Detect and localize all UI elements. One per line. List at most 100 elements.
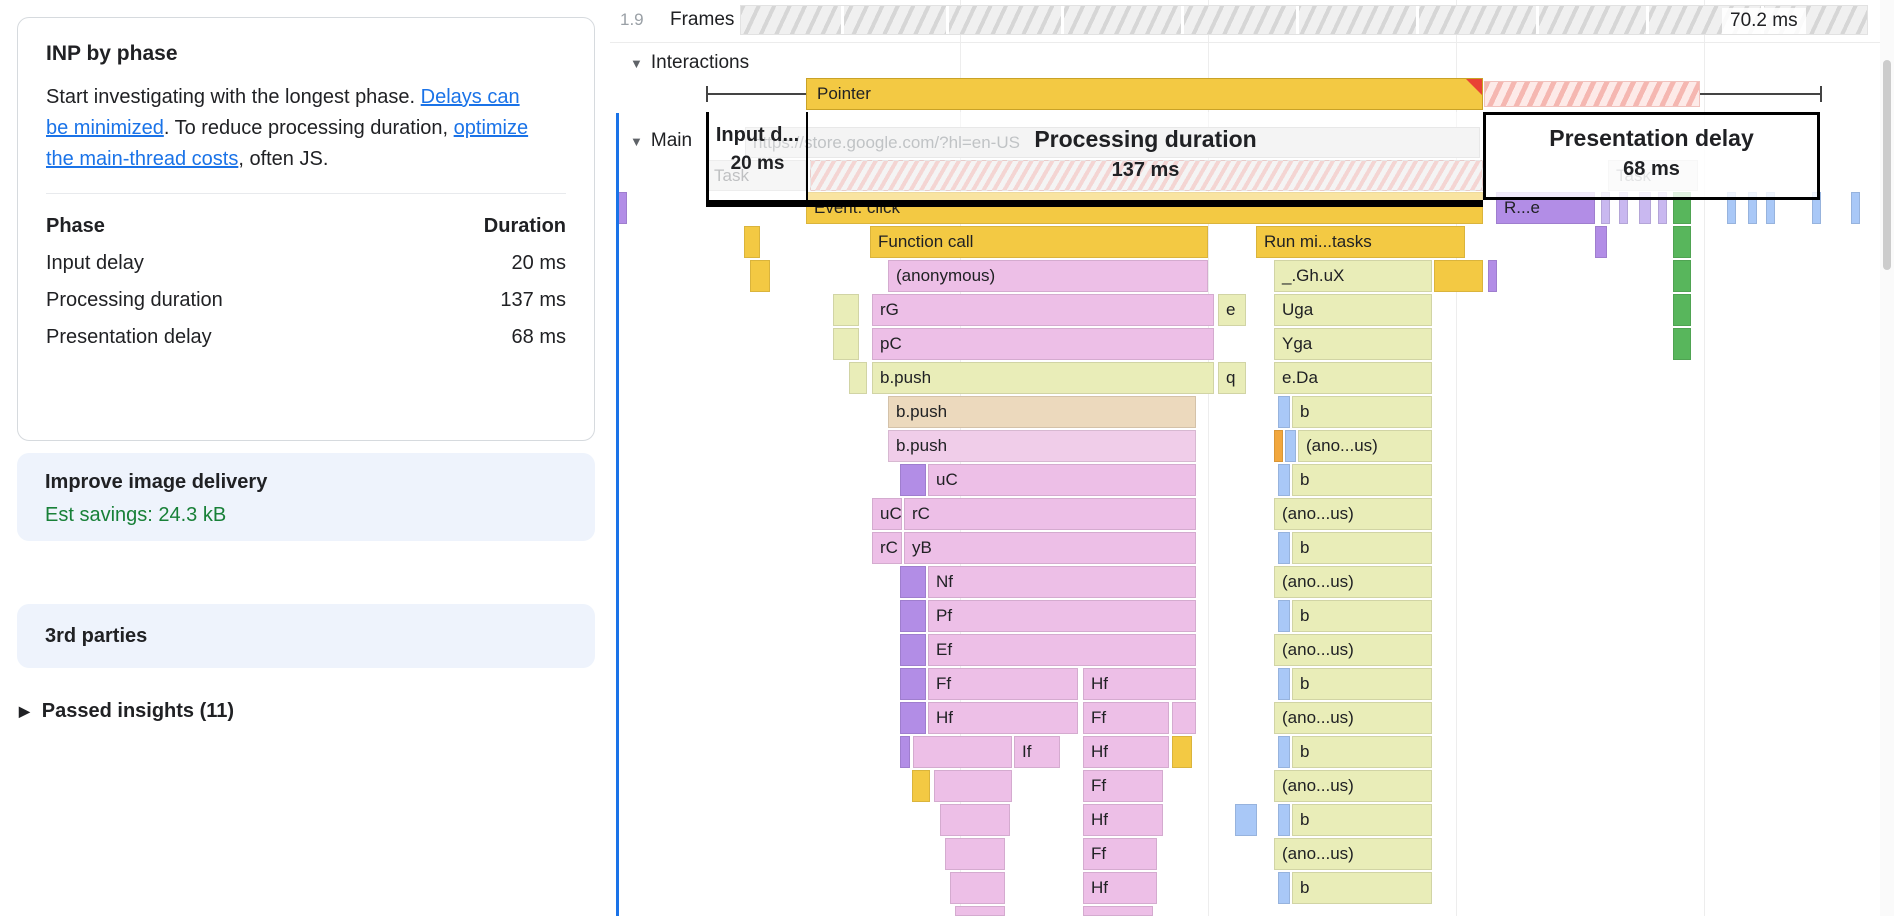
flame-segment[interactable]: (ano...us): [1298, 430, 1432, 462]
flame-segment[interactable]: [913, 736, 1012, 768]
flame-segment[interactable]: b: [1292, 668, 1432, 700]
flame-segment[interactable]: [912, 770, 930, 802]
flame-segment[interactable]: Function call: [870, 226, 1208, 258]
flame-segment[interactable]: Hf: [1083, 736, 1169, 768]
flame-segment[interactable]: rC: [904, 498, 1196, 530]
flame-segment[interactable]: [950, 872, 1005, 904]
main-track-header[interactable]: ▼ Main: [630, 130, 692, 152]
third-parties-card[interactable]: 3rd parties: [17, 604, 595, 668]
flame-segment[interactable]: Ff: [1083, 838, 1157, 870]
flame-segment[interactable]: [750, 260, 770, 292]
flame-segment[interactable]: b: [1292, 872, 1432, 904]
flame-segment[interactable]: [900, 668, 926, 700]
flame-segment[interactable]: [1278, 532, 1290, 564]
flame-segment[interactable]: Hf: [1083, 804, 1163, 836]
flame-segment[interactable]: Ff: [1083, 770, 1163, 802]
flame-segment[interactable]: [1278, 736, 1290, 768]
inline-link[interactable]: Delays can be minimized: [46, 86, 520, 139]
flame-segment[interactable]: Ff: [928, 668, 1078, 700]
interaction-pointer-bar[interactable]: Pointer: [806, 78, 1483, 110]
flame-segment[interactable]: Hf: [1083, 668, 1196, 700]
flame-segment[interactable]: [945, 838, 1005, 870]
flame-segment[interactable]: [849, 362, 867, 394]
flame-segment[interactable]: Ff: [1083, 702, 1169, 734]
flame-segment[interactable]: [1278, 668, 1290, 700]
flame-segment[interactable]: [900, 702, 926, 734]
flame-segment[interactable]: Uga: [1274, 294, 1432, 326]
flame-segment[interactable]: e: [1218, 294, 1246, 326]
flame-segment[interactable]: (ano...us): [1274, 566, 1432, 598]
flame-segment[interactable]: [833, 328, 859, 360]
passed-insights-toggle[interactable]: ▶ Passed insights (11): [19, 700, 234, 723]
flame-segment[interactable]: [1434, 260, 1483, 292]
flame-segment[interactable]: [1172, 702, 1196, 734]
flame-segment[interactable]: Hf: [1083, 872, 1157, 904]
flame-segment[interactable]: [900, 566, 926, 598]
flame-segment[interactable]: (ano...us): [1274, 770, 1432, 802]
flame-segment[interactable]: [1278, 804, 1290, 836]
flame-segment[interactable]: Pf: [928, 600, 1196, 632]
flame-segment[interactable]: (ano...us): [1274, 838, 1432, 870]
flame-segment[interactable]: [1278, 872, 1290, 904]
flame-segment[interactable]: (ano...us): [1274, 634, 1432, 666]
flame-segment[interactable]: [900, 600, 926, 632]
flame-segment[interactable]: [1595, 226, 1607, 258]
flame-segment[interactable]: uC: [928, 464, 1196, 496]
improve-image-delivery-card[interactable]: Improve image delivery Est savings: 24.3…: [17, 453, 595, 541]
flame-segment[interactable]: [1235, 804, 1257, 836]
flame-segment[interactable]: [1285, 430, 1296, 462]
flame-segment[interactable]: Ef: [928, 634, 1196, 666]
flame-segment[interactable]: If: [1014, 736, 1060, 768]
flame-segment[interactable]: (ano...us): [1274, 702, 1432, 734]
flame-segment[interactable]: rG: [872, 294, 1214, 326]
flame-segment[interactable]: b: [1292, 396, 1432, 428]
flame-segment[interactable]: Nf: [928, 566, 1196, 598]
inline-link[interactable]: optimize the main-thread costs: [46, 117, 529, 170]
flame-segment[interactable]: Yga: [1274, 328, 1432, 360]
flame-segment[interactable]: b: [1292, 532, 1432, 564]
flame-segment[interactable]: [900, 634, 926, 666]
flame-segment[interactable]: [744, 226, 760, 258]
flame-segment[interactable]: b: [1292, 804, 1432, 836]
flame-segment[interactable]: uC: [872, 498, 902, 530]
flame-segment[interactable]: [955, 906, 1005, 916]
insight-card-title[interactable]: 3rd parties: [45, 624, 148, 647]
flame-segment[interactable]: [833, 294, 859, 326]
flame-segment[interactable]: [900, 736, 910, 768]
flame-segment[interactable]: rC: [872, 532, 902, 564]
flame-segment[interactable]: [940, 804, 1010, 836]
flame-segment[interactable]: _.Gh.uX: [1274, 260, 1432, 292]
flame-segment[interactable]: (ano...us): [1274, 498, 1432, 530]
flame-segment[interactable]: q: [1218, 362, 1246, 394]
insight-card-title[interactable]: Improve image delivery: [45, 471, 268, 493]
flame-segment[interactable]: [1278, 464, 1290, 496]
flame-segment[interactable]: [1172, 736, 1192, 768]
flame-segment[interactable]: [1851, 192, 1860, 224]
flame-segment[interactable]: [1673, 260, 1691, 292]
flame-segment[interactable]: [934, 770, 1012, 802]
flame-segment[interactable]: [1488, 260, 1497, 292]
scrollbar-thumb[interactable]: [1883, 60, 1891, 270]
flame-segment[interactable]: Hf: [928, 702, 1078, 734]
interactions-track-header[interactable]: ▼ Interactions: [630, 52, 749, 74]
flame-segment[interactable]: [900, 464, 926, 496]
frames-track-bar[interactable]: [740, 5, 1868, 35]
flame-segment[interactable]: [1274, 430, 1283, 462]
flame-segment[interactable]: e.Da: [1274, 362, 1432, 394]
flame-segment[interactable]: b.push: [872, 362, 1214, 394]
flame-segment[interactable]: [1673, 226, 1691, 258]
flame-segment[interactable]: b.push: [888, 430, 1196, 462]
flame-segment[interactable]: Run mi...tasks: [1256, 226, 1465, 258]
flame-segment[interactable]: [1673, 328, 1691, 360]
flame-segment[interactable]: [1083, 906, 1153, 916]
flame-segment[interactable]: [1673, 294, 1691, 326]
flame-segment[interactable]: b: [1292, 736, 1432, 768]
flame-segment[interactable]: b: [1292, 464, 1432, 496]
flame-segment[interactable]: (anonymous): [888, 260, 1208, 292]
flame-segment[interactable]: b: [1292, 600, 1432, 632]
flame-segment[interactable]: pC: [872, 328, 1214, 360]
flame-segment[interactable]: yB: [904, 532, 1196, 564]
flame-segment[interactable]: [1278, 396, 1290, 428]
flame-segment[interactable]: b.push: [888, 396, 1196, 428]
flame-segment[interactable]: [618, 192, 627, 224]
